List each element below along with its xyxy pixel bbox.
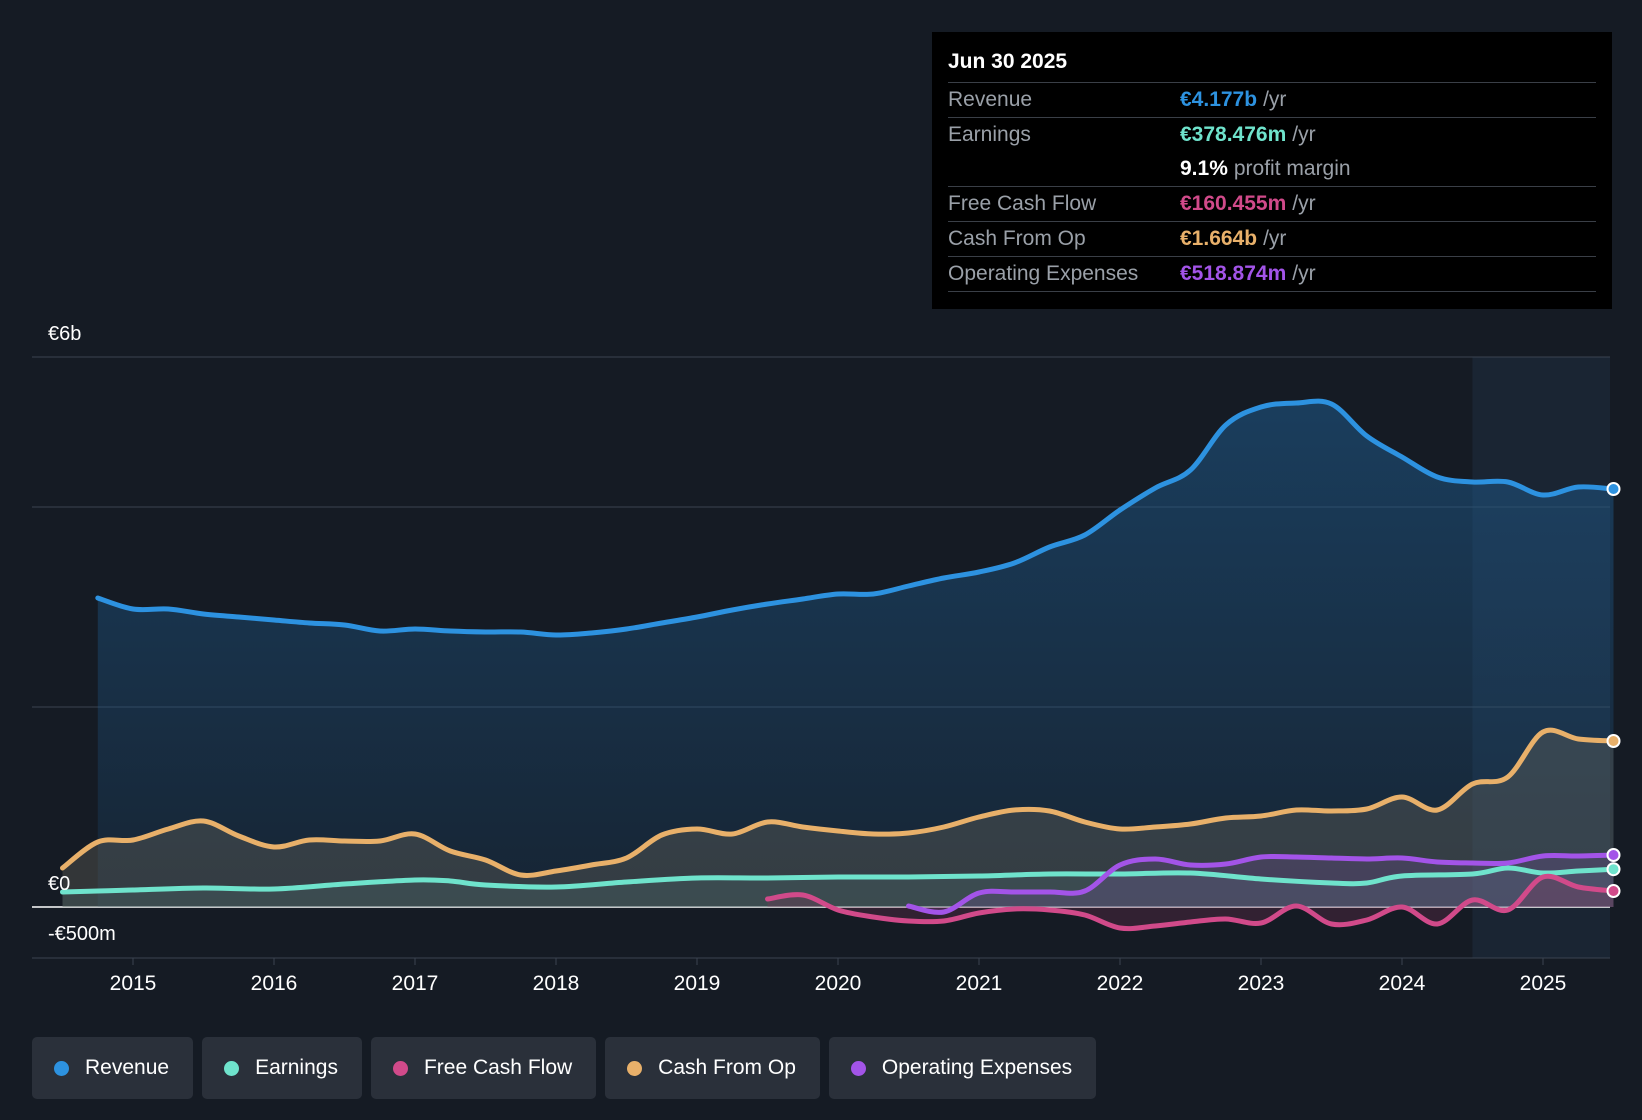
x-tick-label: 2019	[674, 972, 721, 995]
x-tick-label: 2021	[956, 972, 1003, 995]
tooltip-value: 9.1%	[1180, 157, 1228, 180]
tooltip-value: €518.874m	[1180, 262, 1287, 285]
y-zero-label: €0	[48, 873, 70, 895]
tooltip-unit: /yr	[1292, 262, 1316, 285]
tooltip-row-margin: 9.1% profit margin	[948, 152, 1596, 187]
tooltip-label: Cash From Op	[948, 227, 1086, 250]
tooltip-label	[948, 152, 1180, 186]
legend: Revenue Earnings Free Cash Flow Cash Fro…	[32, 1037, 1097, 1099]
tooltip-unit: /yr	[1263, 227, 1287, 250]
tooltip: Jun 30 2025 Revenue €4.177b /yr Earnings…	[932, 32, 1612, 309]
legend-dot-icon	[224, 1060, 240, 1076]
legend-label: Earnings	[255, 1056, 338, 1079]
legend-label: Free Cash Flow	[423, 1056, 573, 1079]
y-top-label: €6b	[48, 323, 81, 345]
x-tick-label: 2018	[533, 972, 580, 995]
line-free-cash-flow	[765, 873, 1616, 932]
series-endpoints	[1606, 482, 1621, 898]
tooltip-value: €378.476m	[1180, 123, 1287, 146]
tooltip-unit: profit margin	[1233, 157, 1351, 180]
tooltip-row-cfo: Cash From Op €1.664b /yr	[948, 222, 1596, 257]
x-tick-label: 2015	[110, 972, 157, 995]
x-tick-label: 2025	[1520, 972, 1567, 995]
point-free-cash-flow	[1606, 884, 1621, 898]
line-operating-expenses	[906, 852, 1616, 915]
x-tick-label: 2020	[815, 972, 862, 995]
x-tick-label: 2016	[251, 972, 298, 995]
legend-item-revenue[interactable]: Revenue	[32, 1037, 194, 1099]
point-revenue	[1606, 482, 1621, 496]
area-revenue	[97, 401, 1614, 907]
tooltip-label: Earnings	[948, 123, 1031, 146]
legend-dot-icon	[392, 1060, 408, 1076]
line-cash-from-op	[60, 727, 1616, 878]
x-axis-ticks: 2015 2016 2017 2018 2019 2020 2021 2022 2023 2024…	[110, 958, 1567, 995]
tooltip-label: Free Cash Flow	[948, 192, 1097, 215]
x-tick-label: 2022	[1097, 972, 1144, 995]
tooltip-row-opex: Operating Expenses €518.874m /yr	[948, 257, 1596, 292]
tooltip-label: Operating Expenses	[948, 262, 1139, 285]
line-earnings	[60, 865, 1616, 895]
line-revenue	[95, 398, 1616, 638]
tooltip-unit: /yr	[1292, 123, 1316, 146]
legend-label: Operating Expenses	[881, 1056, 1073, 1079]
x-tick-label: 2023	[1238, 972, 1285, 995]
point-cash-from-op	[1606, 734, 1621, 748]
legend-label: Cash From Op	[658, 1056, 796, 1079]
tooltip-row-fcf: Free Cash Flow €160.455m /yr	[948, 187, 1596, 222]
tooltip-value: €160.455m	[1180, 192, 1287, 215]
series-lines	[60, 398, 1616, 932]
legend-dot-icon	[850, 1060, 866, 1076]
x-tick-label: 2024	[1379, 972, 1426, 995]
tooltip-label: Revenue	[948, 88, 1033, 111]
tooltip-row-earnings: Earnings €378.476m /yr	[948, 118, 1596, 152]
legend-dot-icon	[627, 1060, 643, 1076]
tooltip-unit: /yr	[1263, 88, 1287, 111]
y-bottom-label: -€500m	[48, 923, 116, 945]
legend-item-free-cash-flow[interactable]: Free Cash Flow	[370, 1037, 597, 1099]
legend-item-earnings[interactable]: Earnings	[202, 1037, 362, 1099]
tooltip-value: €4.177b	[1180, 88, 1258, 111]
point-operating-expenses	[1606, 848, 1621, 862]
tooltip-unit: /yr	[1292, 192, 1316, 215]
legend-item-operating-expenses[interactable]: Operating Expenses	[828, 1037, 1097, 1099]
axis-labels: €6b €0 -€500m	[48, 323, 116, 945]
tooltip-date: Jun 30 2025	[948, 46, 1596, 83]
legend-label: Revenue	[85, 1056, 170, 1079]
legend-dot-icon	[54, 1060, 69, 1076]
area-operating-expenses	[908, 855, 1614, 913]
point-earnings	[1606, 862, 1621, 877]
legend-item-cash-from-op[interactable]: Cash From Op	[605, 1037, 820, 1099]
area-free-cash-flow	[767, 876, 1614, 929]
series-areas	[62, 401, 1614, 929]
tooltip-row-revenue: Revenue €4.177b /yr	[948, 83, 1596, 118]
tooltip-value: €1.664b	[1180, 227, 1258, 250]
x-tick-label: 2017	[392, 972, 439, 995]
